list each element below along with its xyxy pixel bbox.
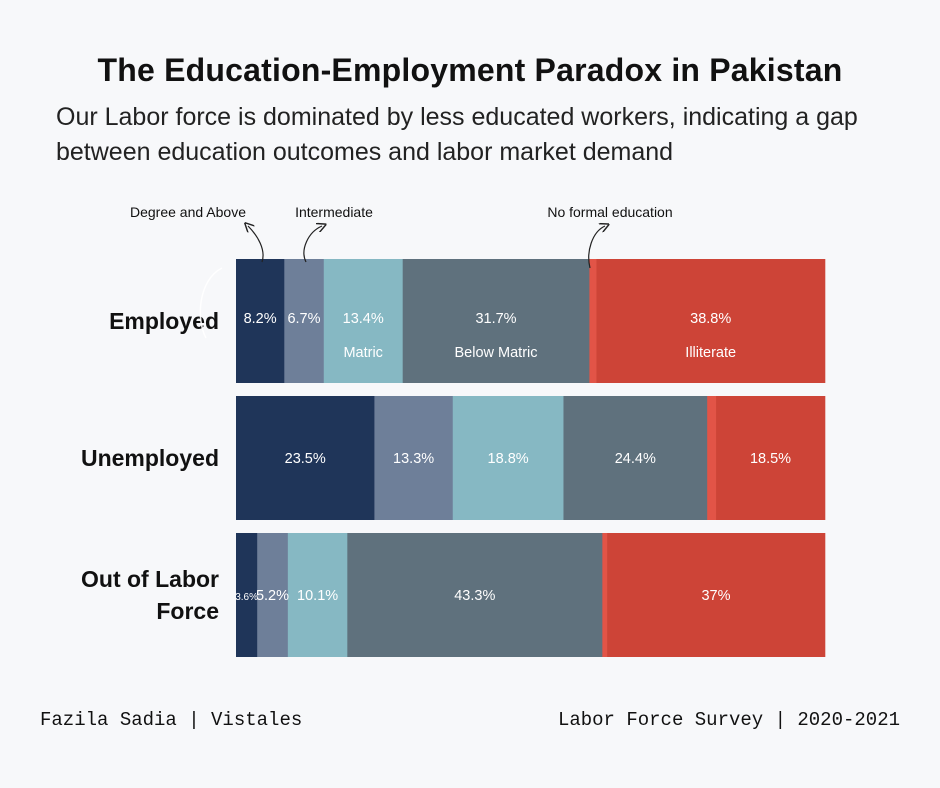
- value-label-out-of-labor-force-below_matric: 43.3%: [454, 588, 495, 604]
- category-label-out-of-labor-force: Force: [156, 598, 219, 624]
- bar-unemployed-degree_and_above: [236, 396, 375, 520]
- value-label-out-of-labor-force-degree_and_above: 3.6%: [235, 592, 258, 603]
- annotation-arrow-no_formal_education: [588, 226, 605, 269]
- value-label-employed-below_matric: 31.7%: [475, 311, 516, 327]
- value-label-unemployed-illiterate: 18.5%: [750, 451, 791, 467]
- value-label-employed-illiterate: 38.8%: [690, 311, 731, 327]
- footer-author: Fazila Sadia | Vistales: [40, 709, 303, 731]
- annotation-intermediate: Intermediate: [295, 204, 373, 220]
- annotation-arrow-degree_and_above: [248, 226, 264, 263]
- value-label-unemployed-degree_and_above: 23.5%: [285, 451, 326, 467]
- value-label-out-of-labor-force-matric: 10.1%: [297, 588, 338, 604]
- bar-out-of-labor-force-below_matric: [347, 533, 603, 657]
- bar-unemployed-matric: [452, 396, 564, 520]
- series-name-below_matric: Below Matric: [455, 345, 538, 361]
- bar-out-of-labor-force-matric: [287, 533, 348, 657]
- value-label-out-of-labor-force-intermediate: 5.2%: [256, 588, 289, 604]
- bar-unemployed-below_matric: [563, 396, 708, 520]
- bar-employed-no_formal_education: [589, 259, 597, 383]
- annotation-degree_and_above: Degree and Above: [130, 204, 246, 220]
- bar-employed-matric: [323, 259, 403, 383]
- value-label-unemployed-intermediate: 13.3%: [393, 451, 434, 467]
- value-label-unemployed-matric: 18.8%: [488, 451, 529, 467]
- bar-employed-intermediate: [284, 259, 325, 383]
- value-label-out-of-labor-force-illiterate: 37%: [701, 588, 730, 604]
- bar-out-of-labor-force-degree_and_above: [236, 533, 258, 657]
- annotation-no_formal_education: No formal education: [547, 204, 672, 220]
- value-label-employed-matric: 13.4%: [343, 311, 384, 327]
- bar-out-of-labor-force-illiterate: [607, 533, 826, 657]
- series-name-matric: Matric: [343, 345, 382, 361]
- annotation-arrow-intermediate: [303, 226, 322, 263]
- bar-unemployed-illiterate: [716, 396, 826, 520]
- bar-out-of-labor-force-intermediate: [257, 533, 289, 657]
- value-label-unemployed-below_matric: 24.4%: [615, 451, 656, 467]
- series-name-illiterate: Illiterate: [685, 345, 736, 361]
- footer-source: Labor Force Survey | 2020-2021: [557, 709, 900, 731]
- bar-employed-degree_and_above: [236, 259, 285, 383]
- category-label-unemployed: Unemployed: [81, 445, 219, 471]
- bar-unemployed-no_formal_education: [707, 396, 717, 520]
- bar-employed-below_matric: [402, 259, 590, 383]
- category-label-out-of-labor-force: Out of Labor: [81, 566, 219, 592]
- chart-subtitle: Our Labor force is dominated by less edu…: [56, 103, 858, 166]
- decorative-curve: [199, 267, 223, 339]
- value-label-employed-intermediate: 6.7%: [287, 311, 320, 327]
- chart-title: The Education-Employment Paradox in Paki…: [97, 52, 843, 88]
- value-label-employed-degree_and_above: 8.2%: [244, 311, 277, 327]
- bar-out-of-labor-force-no_formal_education: [602, 533, 608, 657]
- bar-employed-illiterate: [596, 259, 826, 383]
- bar-unemployed-intermediate: [374, 396, 454, 520]
